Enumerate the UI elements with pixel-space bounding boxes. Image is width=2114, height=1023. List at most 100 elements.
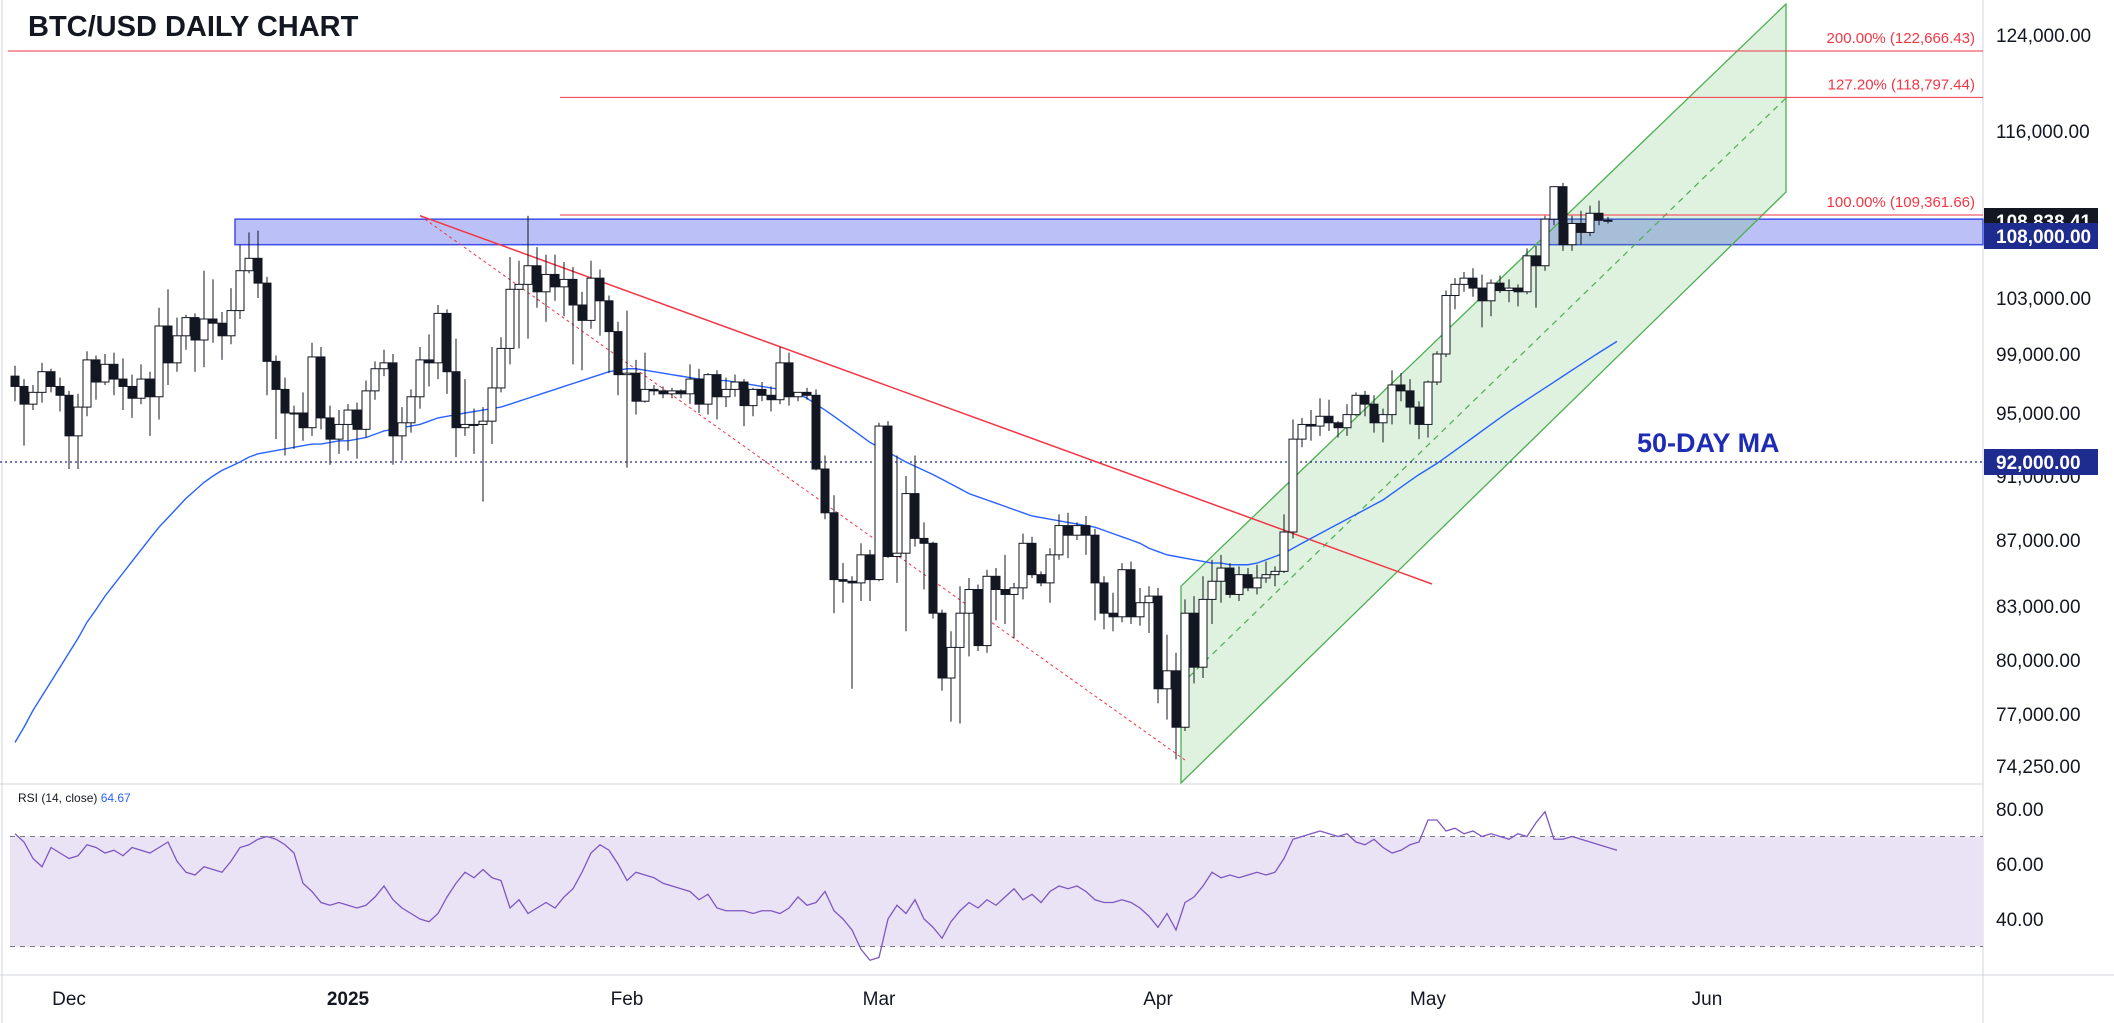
candle-body <box>721 388 731 398</box>
candle <box>1153 587 1163 704</box>
candle <box>1261 561 1271 583</box>
candle-body <box>1153 595 1163 690</box>
candle-body <box>757 388 767 396</box>
candle-body <box>1468 277 1478 289</box>
candle-body <box>28 391 38 405</box>
candle <box>811 389 821 471</box>
candle-body <box>1198 598 1208 668</box>
candle <box>1189 596 1199 684</box>
candle <box>694 368 704 413</box>
candle-body <box>370 368 380 392</box>
price-tick-label: 77,000.00 <box>1996 705 2081 726</box>
candle <box>1450 278 1460 310</box>
candle-body <box>46 371 56 387</box>
candle <box>1027 536 1037 578</box>
candle <box>487 347 497 445</box>
candle <box>640 352 650 403</box>
candle-body <box>1567 222 1577 246</box>
candle-body <box>316 356 326 419</box>
candle-body <box>1387 384 1397 416</box>
candle-body <box>982 575 992 647</box>
candle <box>1504 279 1514 303</box>
candle-body <box>532 265 542 293</box>
candle <box>1090 528 1100 621</box>
candle-body <box>352 409 362 430</box>
fib-label-2: 100.00% (109,361.66) <box>1827 194 1975 211</box>
rsi-current-value: 64.67 <box>101 791 131 805</box>
candle <box>532 247 542 308</box>
price-tick-label: 74,250.00 <box>1996 757 2081 778</box>
candle-body <box>1396 384 1406 392</box>
candle <box>1495 275 1505 294</box>
candle-body <box>847 580 857 584</box>
candle-body <box>883 425 893 558</box>
candle <box>271 355 281 440</box>
candle-body <box>1000 589 1010 595</box>
candle <box>361 380 371 438</box>
candle <box>649 384 659 396</box>
candle <box>865 549 875 602</box>
candle <box>838 563 848 603</box>
candle-body <box>361 390 371 430</box>
candle <box>1342 404 1352 436</box>
candle <box>1324 399 1334 431</box>
candle-body <box>1234 574 1244 595</box>
candle <box>568 267 578 365</box>
candle-body <box>910 493 920 539</box>
candle-body <box>478 420 488 425</box>
candle-body <box>406 396 416 424</box>
time-tick-label: 2025 <box>327 989 370 1010</box>
candle <box>1243 568 1253 592</box>
candle <box>1072 522 1082 540</box>
time-tick-label: Apr <box>1143 989 1173 1010</box>
candle <box>226 288 236 345</box>
candle <box>1306 410 1316 441</box>
candle-body <box>991 575 1001 590</box>
candle-body <box>1036 574 1046 584</box>
candle <box>1333 421 1343 438</box>
candle-body <box>514 283 524 290</box>
price-badge <box>1984 223 2098 249</box>
candle-body <box>1585 212 1595 233</box>
candle <box>307 342 317 436</box>
candle-body <box>163 325 173 364</box>
candle <box>946 631 956 722</box>
candle <box>1063 512 1073 559</box>
candle-body <box>1072 525 1082 536</box>
candle-body <box>523 265 533 285</box>
candle <box>1540 215 1550 271</box>
candle-body <box>496 347 506 389</box>
candle-body <box>1333 422 1343 429</box>
candle <box>154 307 164 420</box>
candle-body <box>118 378 128 387</box>
candle-body <box>127 385 137 399</box>
candle-body <box>442 312 452 373</box>
candle-body <box>541 273 551 293</box>
candle-body <box>1135 602 1145 618</box>
candle-body <box>1117 569 1127 618</box>
candle <box>937 609 947 691</box>
rsi-tick-label: 40.00 <box>1996 910 2044 931</box>
candle-body <box>964 589 974 614</box>
candle-body <box>1054 525 1064 556</box>
candle-body <box>289 412 299 415</box>
candle <box>91 355 101 400</box>
time-tick-label: Jun <box>1692 989 1723 1010</box>
candle <box>712 370 722 420</box>
candle-body <box>208 318 218 324</box>
candle <box>37 362 47 403</box>
price-tick-label: 80,000.00 <box>1996 651 2081 672</box>
candle-body <box>73 406 83 437</box>
candle-body <box>307 356 317 429</box>
candle <box>847 576 857 689</box>
price-badge <box>1984 449 2098 475</box>
candle-body <box>253 257 263 284</box>
candle <box>982 569 992 653</box>
candle-body <box>1477 287 1487 302</box>
candle-body <box>1207 580 1217 600</box>
candle-body <box>748 388 758 407</box>
candle <box>1369 395 1379 433</box>
candle-body <box>1603 219 1613 222</box>
candle-body <box>640 388 650 402</box>
